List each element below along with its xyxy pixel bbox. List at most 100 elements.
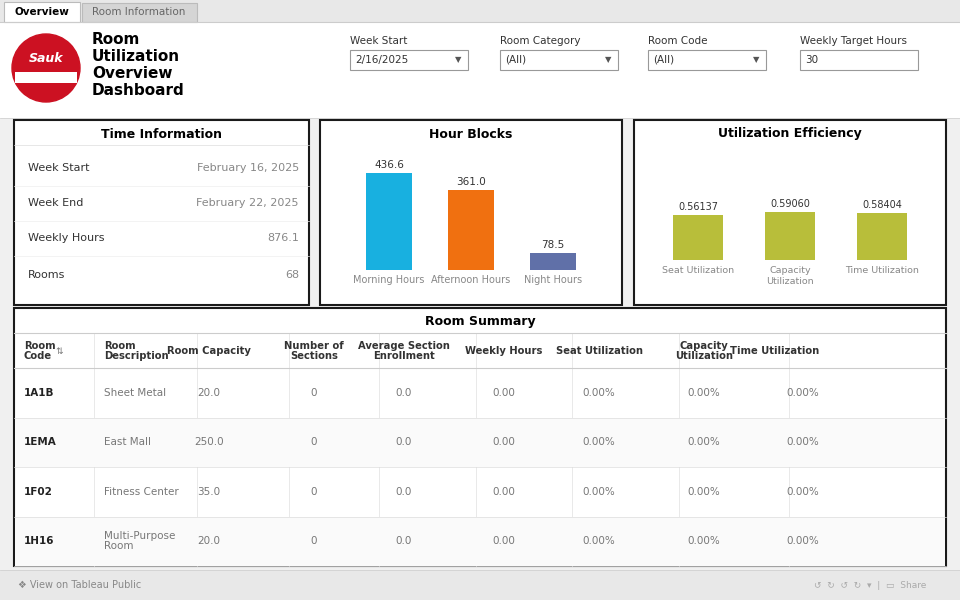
Text: 361.0: 361.0 [456,177,486,187]
Bar [531,253,576,270]
Text: Capacity: Capacity [769,266,811,275]
Text: Multi-Purpose: Multi-Purpose [104,531,176,541]
Bar [320,120,622,305]
Bar [14,308,946,566]
Text: Sections: Sections [290,351,338,361]
Text: East Mall: East Mall [104,437,151,447]
Text: 0: 0 [311,536,317,546]
Text: 20.0: 20.0 [198,388,221,398]
Text: Hour Blocks: Hour Blocks [429,127,513,140]
Text: 0.58404: 0.58404 [862,200,902,210]
Text: 0.00%: 0.00% [687,388,720,398]
Text: Capacity: Capacity [680,341,729,351]
Text: Number of: Number of [284,341,344,351]
Bar [500,50,618,70]
Text: Average Section: Average Section [358,341,450,351]
Bar [350,50,468,70]
Text: 78.5: 78.5 [541,239,564,250]
Text: ↺  ↻  ↺  ↻  ▾  |  ▭  Share: ↺ ↻ ↺ ↻ ▾ | ▭ Share [814,581,926,589]
Text: Fitness Center: Fitness Center [104,487,179,497]
Text: Room: Room [24,341,56,351]
Text: 0: 0 [311,388,317,398]
Text: Room: Room [104,541,133,551]
Text: Room Summary: Room Summary [424,316,536,329]
Text: 0.00%: 0.00% [786,437,819,447]
Text: Time Utilization: Time Utilization [845,266,919,275]
Text: Utilization Efficiency: Utilization Efficiency [718,127,862,140]
Text: 0.00%: 0.00% [786,388,819,398]
Text: 68: 68 [285,270,299,280]
Text: 0.00%: 0.00% [583,437,615,447]
Text: 35.0: 35.0 [198,487,221,497]
Text: Room: Room [104,341,135,351]
Text: 0.00: 0.00 [492,388,516,398]
Text: Morning Hours: Morning Hours [353,275,424,285]
Text: 1A1B: 1A1B [24,388,55,398]
Text: Week End: Week End [28,198,84,208]
Text: 0.0: 0.0 [396,536,412,546]
Text: Dashboard: Dashboard [92,83,184,98]
Text: Week Start: Week Start [350,36,407,46]
Bar [0,22,960,118]
Text: Time Utilization: Time Utilization [730,346,819,356]
Text: Sauk: Sauk [29,52,63,65]
Text: 0.00: 0.00 [492,437,516,447]
Text: Overview: Overview [14,7,69,17]
Text: 30: 30 [805,55,818,65]
Text: 0.00%: 0.00% [786,536,819,546]
Bar [765,212,815,260]
Text: Sheet Metal: Sheet Metal [104,388,166,398]
Text: 0.0: 0.0 [396,437,412,447]
Bar [673,215,723,260]
Bar [448,190,493,270]
Text: 436.6: 436.6 [374,160,404,170]
Text: ▼: ▼ [455,55,461,64]
Text: Utilization: Utilization [766,277,814,286]
Bar [856,213,907,260]
Text: 1F02: 1F02 [24,487,53,497]
Text: 0.56137: 0.56137 [678,202,718,212]
Bar [14,120,309,305]
Text: ▼: ▼ [605,55,612,64]
Text: Rooms: Rooms [28,270,65,280]
Text: 0.00: 0.00 [492,487,516,497]
Text: Afternoon Hours: Afternoon Hours [431,275,511,285]
Text: 0.59060: 0.59060 [770,199,810,209]
Text: 250.0: 250.0 [194,437,224,447]
Text: Week Start: Week Start [28,163,89,173]
Text: ▼: ▼ [753,55,759,64]
Text: 0.00%: 0.00% [583,536,615,546]
Text: Room Category: Room Category [500,36,581,46]
Text: Room Capacity: Room Capacity [167,346,251,356]
Bar [0,570,960,600]
Text: 0.00%: 0.00% [583,388,615,398]
Text: Utilization: Utilization [92,49,180,64]
Text: Room Code: Room Code [648,36,708,46]
Text: Weekly Hours: Weekly Hours [466,346,542,356]
Text: 0.00%: 0.00% [786,487,819,497]
Text: Night Hours: Night Hours [524,275,582,285]
Text: Utilization: Utilization [675,351,733,361]
Text: 20.0: 20.0 [198,536,221,546]
Bar [82,3,197,22]
Text: 0: 0 [311,437,317,447]
Text: Seat Utilization: Seat Utilization [556,346,642,356]
Bar [15,517,945,566]
Bar [800,50,918,70]
Text: ⇅: ⇅ [56,346,62,355]
Text: Weekly Target Hours: Weekly Target Hours [800,36,907,46]
Text: 0.00%: 0.00% [583,487,615,497]
Bar [4,2,80,22]
Text: 0: 0 [311,487,317,497]
Text: February 22, 2025: February 22, 2025 [197,198,299,208]
Bar [15,418,945,467]
Text: (All): (All) [505,55,526,65]
Text: ❖ View on Tableau Public: ❖ View on Tableau Public [18,580,141,590]
Text: Overview: Overview [92,66,173,81]
Text: 1H16: 1H16 [24,536,55,546]
Text: 0.00%: 0.00% [687,437,720,447]
Bar [0,0,960,22]
Bar [15,72,77,83]
Text: 0.0: 0.0 [396,487,412,497]
Text: Enrollment: Enrollment [373,351,435,361]
